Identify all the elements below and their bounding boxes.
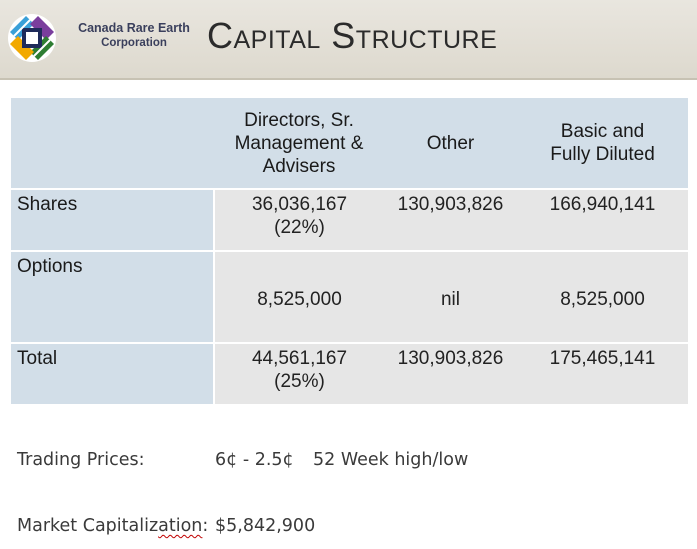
market-cap-line: Market Capitalization: $5,842,900 <box>17 516 315 536</box>
cell-total-basic-value: 175,465,141 <box>549 348 656 369</box>
market-cap-value: $5,842,900 <box>215 516 316 536</box>
table-row-total: Total 44,561,167 (25%) 130,903,826 175,4… <box>11 342 688 404</box>
row-label-total-text: Total <box>17 348 58 369</box>
trading-prices-range: 6¢ - 2.5¢ <box>215 450 294 470</box>
cell-total-other-value: 130,903,826 <box>397 348 504 369</box>
column-header-directors-text: Directors, Sr. Management & Advisers <box>234 109 364 177</box>
page-title: Capital Structure <box>207 15 498 56</box>
column-header-directors: Directors, Sr. Management & Advisers <box>214 98 384 189</box>
company-name-line1: Canada Rare Earth <box>78 21 190 35</box>
cre-logo-icon <box>8 14 56 62</box>
market-cap-label: Market Capitalization: <box>17 516 208 536</box>
cell-shares-other-value: 130,903,826 <box>397 194 504 215</box>
row-label-shares-text: Shares <box>17 194 78 215</box>
table-row-shares: Shares 36,036,167 (22%) 130,903,826 166,… <box>11 188 688 251</box>
company-name-line2: Corporation <box>101 37 167 49</box>
table-header-row: Directors, Sr. Management & Advisers Oth… <box>11 98 688 189</box>
cell-total-directors-pct: (25%) <box>274 371 325 392</box>
capital-structure-table: Directors, Sr. Management & Advisers Oth… <box>11 98 688 404</box>
row-label-options: Options <box>11 250 215 343</box>
cell-shares-directors-pct: (22%) <box>274 217 325 238</box>
column-header-basic: Basic and Fully Diluted <box>517 98 688 189</box>
table-header-blank <box>11 98 214 189</box>
cell-options-basic: 8,525,000 <box>517 250 688 343</box>
trading-prices-label: Trading Prices: <box>17 450 145 470</box>
table-row-options: Options 8,525,000 nil 8,525,000 <box>11 250 688 343</box>
cell-total-basic: 175,465,141 <box>517 342 688 404</box>
column-header-other: Other <box>384 98 517 189</box>
row-label-shares: Shares <box>11 188 215 251</box>
cell-options-basic-value: 8,525,000 <box>560 289 645 310</box>
column-header-basic-text: Basic and Fully Diluted <box>550 121 655 165</box>
row-label-total: Total <box>11 342 215 404</box>
market-cap-label-part2: ation <box>158 516 203 536</box>
company-name: Canada Rare Earth Corporation <box>64 21 204 51</box>
cell-options-directors: 8,525,000 <box>214 250 384 343</box>
slide-header: Canada Rare Earth Corporation Capital St… <box>0 0 697 80</box>
cell-shares-directors-value: 36,036,167 <box>251 194 348 215</box>
cell-options-directors-value: 8,525,000 <box>257 289 342 310</box>
trading-prices-note: 52 Week high/low <box>313 450 469 470</box>
cell-options-other-value: nil <box>440 289 460 310</box>
cell-shares-other: 130,903,826 <box>384 188 517 251</box>
row-label-options-text: Options <box>17 256 83 277</box>
cell-shares-basic-value: 166,940,141 <box>549 194 656 215</box>
market-cap-label-part3: : <box>202 516 209 536</box>
cell-total-directors: 44,561,167 (25%) <box>214 342 384 404</box>
cell-total-directors-value: 44,561,167 <box>251 348 348 369</box>
market-cap-label-part1: Market Capitaliz <box>17 516 159 536</box>
cell-total-other: 130,903,826 <box>384 342 517 404</box>
cell-options-other: nil <box>384 250 517 343</box>
cell-shares-basic: 166,940,141 <box>517 188 688 251</box>
trading-prices-line: Trading Prices: 6¢ - 2.5¢ 52 Week high/l… <box>17 450 468 470</box>
cell-shares-directors: 36,036,167 (22%) <box>214 188 384 251</box>
